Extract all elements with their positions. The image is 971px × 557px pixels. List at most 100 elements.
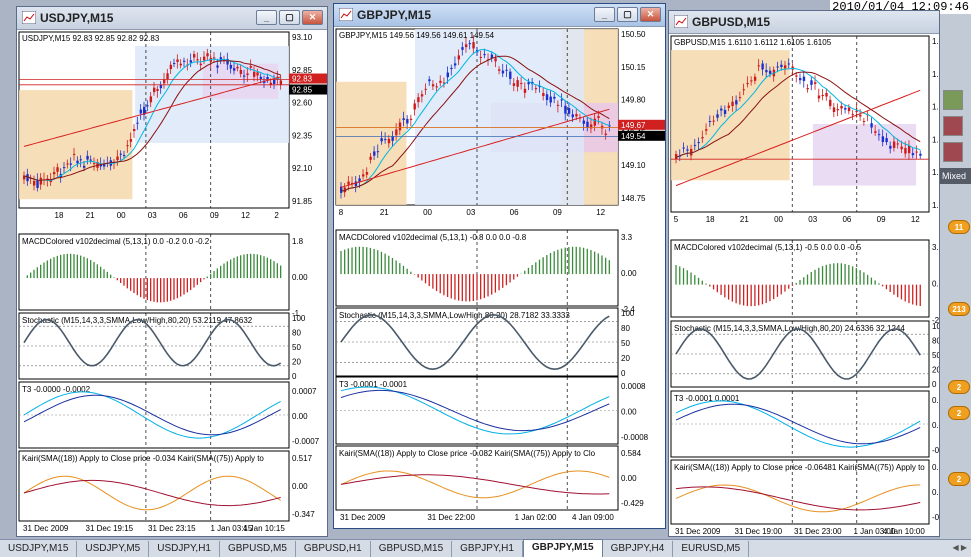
price-tick-label: 93.10 [292, 33, 313, 42]
candle [176, 59, 179, 62]
candle [600, 125, 604, 129]
candle [69, 163, 73, 165]
tab-gbpusd-m15[interactable]: GBPUSD,M15 [371, 541, 453, 557]
candle [347, 181, 350, 185]
tab-gbpusd-h1[interactable]: GBPUSD,H1 [296, 541, 371, 557]
ask-box [618, 130, 665, 141]
time-tick-label: 12 [596, 208, 605, 217]
chart-window-usdjpy[interactable]: USDJPY,M15 _ ▢ ✕ 93.10 92.85 92.60 92.35 92.10… [16, 6, 328, 537]
bird-icon[interactable] [943, 116, 963, 136]
candle [896, 143, 900, 145]
price-tick-label: 91.85 [292, 197, 313, 206]
chart-tabs: USDJPY,M15 USDJPY,M5 USDJPY,H1 GBPUSD,M5 GBP… [0, 539, 971, 557]
price-tick-label: 150.15 [621, 63, 646, 72]
candle [814, 82, 817, 84]
chart-canvas[interactable]: 1.624 1.620 1.616 1.612 1.608 1.606 GBPUSD,M15… [669, 34, 939, 536]
candle [139, 109, 143, 114]
title-bar[interactable]: GBPUSD,M15 [669, 11, 939, 34]
tab-gbpjpy-m15[interactable]: GBPJPY,M15 [522, 539, 603, 557]
maximize-button[interactable]: ▢ [617, 7, 638, 22]
notification-badge[interactable]: 2 [948, 472, 970, 486]
candle [63, 167, 66, 169]
candle [66, 163, 69, 165]
notification-badge[interactable]: 2 [948, 380, 970, 394]
chart-icon [674, 15, 688, 28]
candle [919, 153, 922, 156]
candle [520, 82, 523, 84]
close-button[interactable]: ✕ [302, 10, 323, 25]
time-tick-label: 06 [842, 215, 851, 224]
tab-usdjpy-h1[interactable]: USDJPY,H1 [149, 541, 220, 557]
candle [498, 69, 501, 71]
tab-gbpjpy-h4[interactable]: GBPJPY,H4 [603, 541, 674, 557]
notification-badge[interactable]: 2 [948, 406, 970, 420]
candle [450, 67, 453, 70]
macd-scale-label: 3.3 [621, 233, 633, 242]
ask-price: 92.85 [292, 86, 313, 95]
time-tick-label: 2 [274, 211, 279, 220]
candle [802, 76, 806, 81]
candle [420, 94, 424, 97]
stoch-scale-label: 50 [932, 351, 939, 360]
t3-scale-label: -0.0007 [292, 437, 320, 446]
candle [847, 107, 851, 112]
chart-window-gbpusd[interactable]: GBPUSD,M15 1.624 1.620 1.616 1.612 1.608 1.60… [668, 10, 940, 537]
date-tick-label: 31 Dec 23:15 [148, 524, 196, 533]
close-button[interactable]: ✕ [640, 7, 661, 22]
title-bar[interactable]: USDJPY,M15 _ ▢ ✕ [17, 7, 327, 30]
candle [840, 105, 843, 109]
candle [269, 82, 273, 85]
bird-icon[interactable] [943, 142, 963, 162]
candle [442, 82, 446, 84]
candle [129, 139, 133, 142]
price-tick-label: 1.612 [932, 135, 939, 144]
tab-eurusd-m5[interactable]: EURUSD,M5 [673, 541, 750, 557]
tab-gbpjpy-h1[interactable]: GBPJPY,H1 [452, 541, 523, 557]
candle [761, 63, 764, 70]
candle [203, 56, 206, 61]
stoch-main-line [340, 313, 610, 371]
ma-fast-line [675, 67, 921, 159]
chart-canvas[interactable]: 93.1092.8592.6092.3592.1091.8592.8392.85… [17, 30, 327, 536]
candle [213, 57, 216, 59]
stoch-scale-label: 20 [932, 366, 939, 375]
tab-usdjpy-m5[interactable]: USDJPY,M5 [77, 541, 150, 557]
zone-box [812, 124, 917, 186]
price-tick-label: 92.35 [292, 131, 313, 140]
price-tick-label: 92.85 [292, 66, 313, 75]
stoch-scale-label: 80 [932, 337, 939, 346]
candle [206, 53, 209, 57]
macd-pane [670, 239, 930, 318]
window-title: USDJPY,M15 [40, 11, 114, 25]
tab-gbpusd-m5[interactable]: GBPUSD,M5 [220, 541, 296, 557]
stoch-scale-label: 20 [621, 354, 630, 363]
candle [380, 138, 383, 142]
minimize-button[interactable]: _ [256, 10, 277, 25]
kairi-scale-label: -0.36 [932, 513, 939, 522]
candle [103, 164, 106, 167]
tab-usdjpy-m15[interactable]: USDJPY,M15 [0, 541, 78, 557]
candle [166, 73, 169, 80]
candle [199, 63, 203, 66]
candle [233, 68, 236, 71]
candle [765, 69, 768, 73]
candle [712, 120, 715, 122]
minimize-button[interactable]: _ [594, 7, 615, 22]
title-bar[interactable]: GBPJPY,M15 _ ▢ ✕ [334, 4, 665, 27]
price-tick-label: 92.10 [292, 164, 313, 173]
notification-badge[interactable]: 11 [948, 220, 970, 234]
notification-badge[interactable]: 213 [948, 302, 970, 316]
tab-scroll-arrows[interactable]: ◀ ▶ [952, 543, 967, 552]
candle [545, 94, 549, 101]
candle [693, 144, 697, 146]
candle [907, 145, 911, 154]
chart-canvas[interactable]: 150.50150.15149.80149.45149.10148.75149.… [334, 27, 665, 528]
avatar-icon[interactable] [943, 90, 963, 110]
maximize-button[interactable]: ▢ [279, 10, 300, 25]
candle [885, 138, 888, 143]
candle [99, 163, 103, 167]
candle [757, 65, 761, 67]
chart-window-gbpjpy[interactable]: GBPJPY,M15 _▢✕ 150.50150.15149.80149.451… [333, 3, 666, 529]
candle [844, 108, 847, 110]
price-tick-label: 1.620 [932, 70, 939, 79]
